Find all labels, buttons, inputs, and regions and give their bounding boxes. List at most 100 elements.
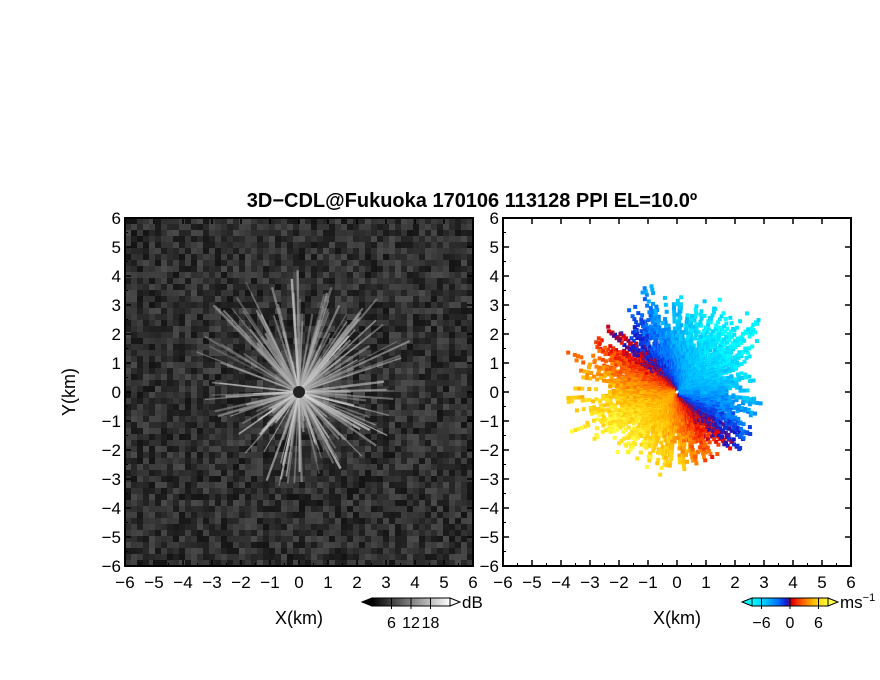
left-noise-cell (269, 422, 275, 428)
left-noise-cell (209, 404, 215, 410)
left-noise-cell (449, 314, 455, 320)
left-noise-cell (401, 326, 407, 332)
left-noise-cell (359, 482, 365, 488)
left-noise-cell (467, 236, 473, 242)
left-noise-cell (377, 452, 383, 458)
left-noise-cell (203, 524, 209, 530)
left-noise-cell (275, 452, 281, 458)
left-noise-cell (299, 296, 305, 302)
left-noise-cell (293, 458, 299, 464)
left-noise-cell (197, 506, 203, 512)
left-noise-cell (431, 416, 437, 422)
left-noise-cell (275, 284, 281, 290)
left-noise-cell (347, 314, 353, 320)
left-noise-cell (461, 404, 467, 410)
left-noise-cell (377, 314, 383, 320)
left-noise-cell (155, 386, 161, 392)
left-noise-cell (287, 554, 293, 560)
left-ray (263, 391, 300, 453)
left-noise-cell (311, 494, 317, 500)
left-noise-cell (167, 536, 173, 542)
left-noise-cell (323, 266, 329, 272)
left-noise-cell (161, 398, 167, 404)
left-noise-cell (407, 446, 413, 452)
left-noise-cell (173, 518, 179, 524)
left-noise-cell (251, 254, 257, 260)
left-noise-cell (131, 248, 137, 254)
left-noise-cell (275, 266, 281, 272)
left-noise-cell (173, 464, 179, 470)
left-noise-cell (407, 374, 413, 380)
left-noise-cell (191, 236, 197, 242)
left-ray (292, 293, 301, 393)
left-noise-cell (437, 482, 443, 488)
left-noise-cell (185, 446, 191, 452)
left-noise-cell (377, 392, 383, 398)
left-noise-cell (455, 488, 461, 494)
left-noise-cell (305, 302, 311, 308)
left-noise-cell (215, 530, 221, 536)
left-noise-cell (467, 422, 473, 428)
left-noise-cell (395, 248, 401, 254)
left-noise-cell (131, 440, 137, 446)
left-noise-cell (209, 326, 215, 332)
left-noise-cell (329, 260, 335, 266)
left-noise-cell (281, 518, 287, 524)
left-noise-cell (311, 410, 317, 416)
left-noise-cell (335, 554, 341, 560)
left-noise-cell (419, 380, 425, 386)
right-velocity-cell (724, 321, 729, 326)
left-noise-cell (413, 470, 419, 476)
right-velocity-cell (750, 332, 755, 337)
left-noise-cell (353, 284, 359, 290)
left-noise-cell (365, 404, 371, 410)
left-noise-cell (221, 476, 227, 482)
left-noise-cell (179, 326, 185, 332)
left-noise-cell (287, 344, 293, 350)
left-noise-cell (233, 446, 239, 452)
left-noise-cell (215, 278, 221, 284)
left-noise-cell (407, 308, 413, 314)
left-noise-cell (323, 344, 329, 350)
left-noise-cell (455, 290, 461, 296)
left-noise-cell (389, 386, 395, 392)
left-noise-cell (197, 560, 203, 566)
left-noise-cell (467, 464, 473, 470)
left-noise-cell (407, 422, 413, 428)
left-noise-cell (179, 380, 185, 386)
left-noise-cell (137, 230, 143, 236)
left-noise-cell (173, 446, 179, 452)
left-noise-cell (431, 218, 437, 224)
left-ray (252, 391, 300, 395)
left-noise-cell (281, 266, 287, 272)
left-noise-cell (395, 338, 401, 344)
left-noise-cell (257, 230, 263, 236)
left-noise-cell (293, 440, 299, 446)
right-velocity-cell (688, 320, 693, 325)
left-noise-cell (317, 482, 323, 488)
left-noise-cell (395, 470, 401, 476)
left-noise-cell (311, 554, 317, 560)
left-noise-cell (383, 458, 389, 464)
left-noise-cell (281, 248, 287, 254)
left-noise-cell (191, 326, 197, 332)
left-ray (298, 391, 361, 431)
left-noise-cell (455, 332, 461, 338)
left-noise-cell (407, 218, 413, 224)
left-noise-cell (425, 272, 431, 278)
left-noise-cell (449, 230, 455, 236)
left-noise-cell (161, 230, 167, 236)
left-noise-cell (437, 356, 443, 362)
left-noise-cell (203, 362, 209, 368)
left-noise-cell (299, 452, 305, 458)
left-noise-cell (455, 506, 461, 512)
left-noise-cell (437, 524, 443, 530)
left-noise-cell (209, 530, 215, 536)
right-velocity-cell (710, 360, 715, 365)
left-noise-cell (197, 320, 203, 326)
left-noise-cell (143, 356, 149, 362)
left-ray (214, 305, 300, 393)
left-noise-cell (197, 440, 203, 446)
left-noise-cell (461, 272, 467, 278)
left-noise-cell (395, 290, 401, 296)
